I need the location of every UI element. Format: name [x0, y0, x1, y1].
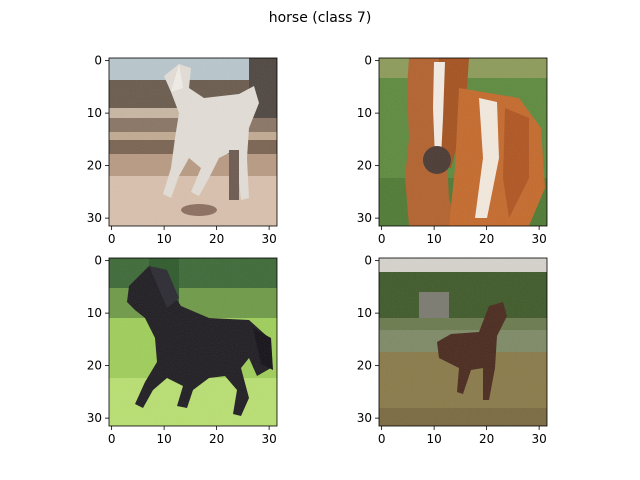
y-tick-label: 0 — [364, 54, 372, 68]
x-tick-label: 30 — [531, 432, 546, 446]
y-tick-label: 20 — [87, 359, 102, 373]
x-tick-label: 20 — [479, 232, 494, 246]
x-tick-label: 0 — [108, 232, 116, 246]
x-tick-label: 0 — [378, 432, 386, 446]
x-tick-label: 10 — [426, 232, 441, 246]
y-tick-label: 30 — [87, 411, 102, 425]
x-tick-label: 30 — [261, 432, 276, 446]
x-tick-label: 20 — [209, 432, 224, 446]
panel-4: 0 10 20 30 0 10 20 30 — [357, 254, 548, 446]
y-tick-label: 30 — [87, 211, 102, 225]
y-tick-label: 20 — [357, 159, 372, 173]
x-tick-label: 0 — [378, 232, 386, 246]
y-tick-label: 30 — [357, 211, 372, 225]
x-tick-label: 20 — [209, 232, 224, 246]
x-tick-label: 30 — [261, 232, 276, 246]
x-tick-label: 10 — [156, 432, 171, 446]
y-tick-label: 20 — [357, 359, 372, 373]
y-tick-label: 30 — [357, 411, 372, 425]
x-tick-label: 0 — [108, 432, 116, 446]
image-black-horse — [109, 258, 277, 426]
panel-2-frame — [378, 57, 548, 227]
x-tick-label: 10 — [156, 232, 171, 246]
figure-title: horse (class 7) — [269, 10, 372, 26]
y-tick-label: 10 — [357, 306, 372, 320]
x-tick-label: 20 — [479, 432, 494, 446]
image-white-horse — [109, 58, 277, 226]
image-brown-horse-pasture — [379, 258, 547, 426]
x-tick-label: 30 — [531, 232, 546, 246]
y-tick-label: 10 — [357, 106, 372, 120]
panel-4-frame — [378, 257, 548, 427]
y-tick-label: 0 — [94, 54, 102, 68]
image-brown-horse-face — [379, 58, 547, 226]
y-tick-label: 10 — [87, 306, 102, 320]
panel-3: 0 10 20 30 0 10 20 30 — [87, 254, 278, 446]
y-tick-label: 20 — [87, 159, 102, 173]
y-tick-label: 0 — [94, 254, 102, 268]
panel-1-frame — [108, 57, 278, 227]
panel-1: 0 10 20 30 0 10 20 30 — [87, 54, 278, 246]
panel-3-frame — [108, 257, 278, 427]
x-tick-label: 10 — [426, 432, 441, 446]
y-tick-label: 0 — [364, 254, 372, 268]
y-tick-label: 10 — [87, 106, 102, 120]
panel-2: 0 10 20 30 0 10 20 30 — [357, 54, 548, 246]
